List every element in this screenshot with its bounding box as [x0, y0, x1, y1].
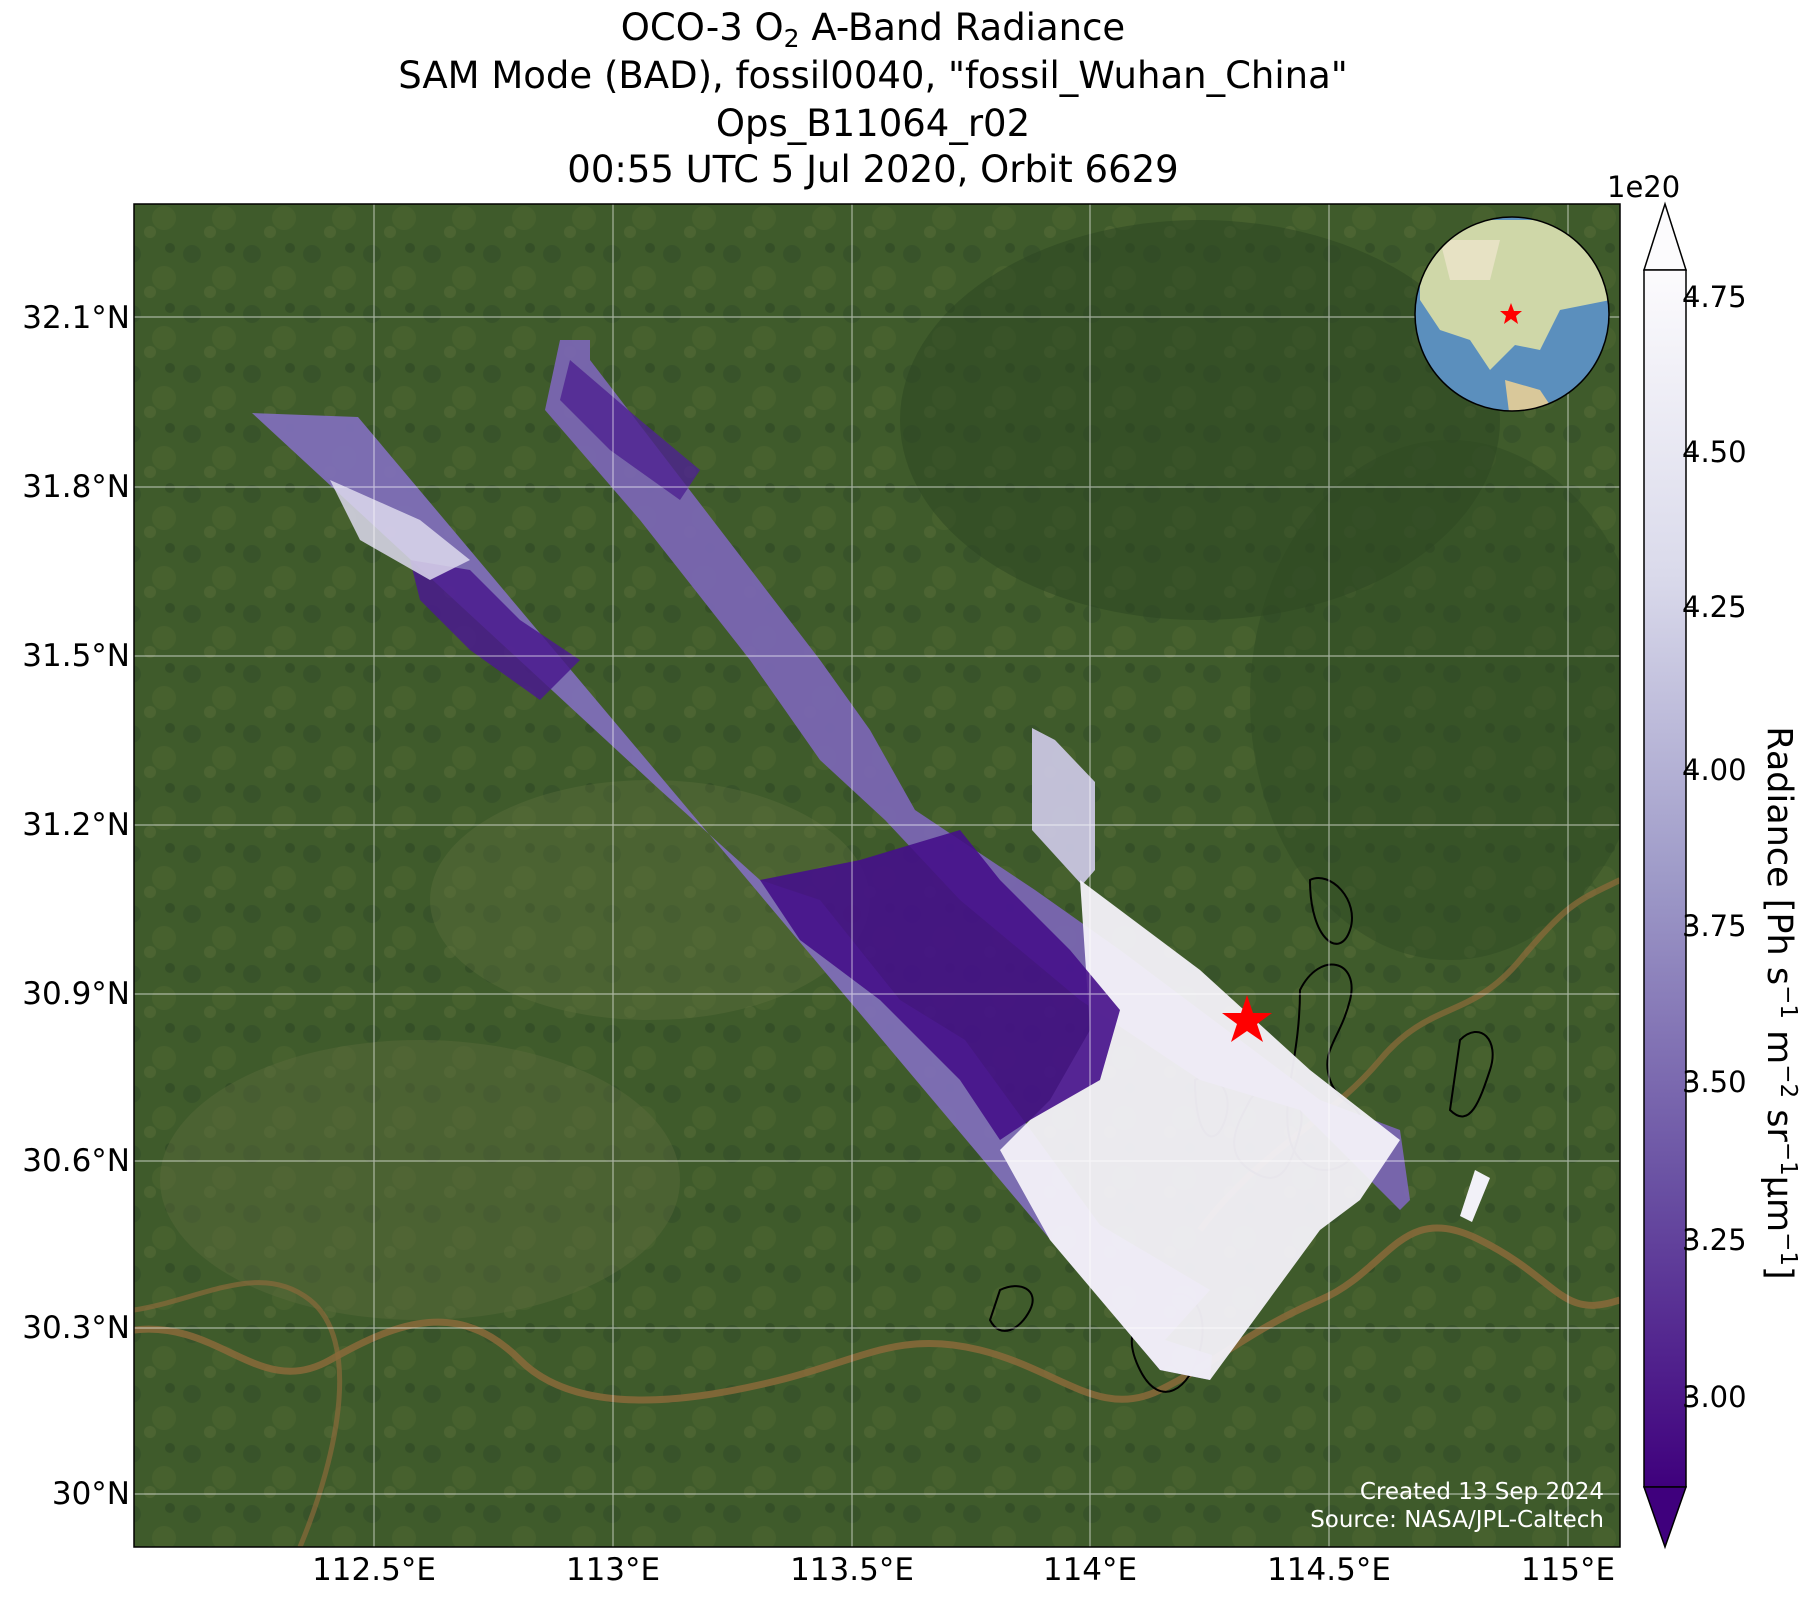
swath-1 [252, 413, 1212, 1380]
swath-dark-3 [560, 360, 700, 500]
colorbar-tick-label: 4.00 [1682, 753, 1747, 787]
lon-tick-label: 114.5°E [1267, 1552, 1391, 1588]
lon-tick-label: 115°E [1520, 1552, 1616, 1588]
colorbar-tick-label: 3.50 [1682, 1065, 1747, 1099]
lon-tick-label: 112.5°E [312, 1552, 436, 1588]
lat-tick-label: 30.6°N [22, 1143, 130, 1179]
colorbar-tick-label: 4.25 [1682, 590, 1747, 624]
colorbar-axis-label: Radiance [Ph s−1 m−2 sr−1μm−1] [1759, 726, 1801, 1279]
lon-tick-label: 114°E [1042, 1552, 1138, 1588]
created-date-credit: Created 13 Sep 2024 [1359, 1479, 1604, 1505]
label-sup: −1 [1774, 1232, 1801, 1267]
label-part: Radiance [Ph s [1759, 726, 1800, 986]
lat-tick-label: 32.1°N [22, 300, 130, 336]
label-part: ] [1759, 1266, 1800, 1280]
chart-title-line2: SAM Mode (BAD), fossil0040, "fossil_Wuha… [398, 54, 1348, 97]
satellite-basemap [134, 204, 1620, 1547]
colorbar [1642, 201, 1694, 1550]
lon-tick-label: 113°E [565, 1552, 661, 1588]
colorbar-tick-label: 3.25 [1682, 1223, 1747, 1257]
lat-tick-label: 30.3°N [22, 1310, 130, 1346]
title-suffix: A-Band Radiance [799, 6, 1126, 49]
swath-tail [1460, 1170, 1490, 1222]
label-sup: −1 [1774, 1141, 1801, 1176]
colorbar-tick-label: 3.00 [1682, 1380, 1747, 1414]
label-part: sr [1759, 1098, 1800, 1142]
swath-dark [760, 830, 1120, 1140]
source-credit: Source: NASA/JPL-Caltech [1310, 1507, 1604, 1533]
title-prefix: OCO-3 O [620, 6, 784, 49]
chart-title-line3: Ops_B11064_r02 [715, 102, 1031, 145]
target-star-marker [1222, 995, 1272, 1042]
chart-title-line1: OCO-3 O2 A-Band Radiance [0, 6, 1746, 61]
lat-tick-label: 31.2°N [22, 807, 130, 843]
swath-light [330, 480, 470, 580]
chart-title-line4: 00:55 UTC 5 Jul 2020, Orbit 6629 [567, 148, 1179, 191]
title-subscript: 2 [783, 24, 800, 53]
lat-tick-label: 30.9°N [22, 976, 130, 1012]
map-gridlines [134, 204, 1620, 1547]
label-sup: −2 [1774, 1064, 1801, 1099]
yangtze-river [134, 1224, 1620, 1404]
swath-dark-2 [410, 560, 580, 700]
inset-globe [1414, 216, 1610, 412]
colorbar-tick-label: 3.75 [1682, 909, 1747, 943]
swath-3 [1032, 728, 1095, 885]
label-part: μm [1759, 1175, 1800, 1233]
lat-tick-label: 31.8°N [22, 469, 130, 505]
lat-tick-label: 31.5°N [22, 638, 130, 674]
colorbar-multiplier: 1e20 [1607, 170, 1681, 204]
globe-target-star [1500, 303, 1522, 324]
lat-tick-label: 30°N [51, 1476, 130, 1512]
colorbar-tick-label: 4.50 [1682, 435, 1747, 469]
map-frame [133, 203, 1621, 1548]
label-sup: −1 [1774, 985, 1801, 1019]
colorbar-tick-label: 4.75 [1682, 280, 1747, 314]
lon-tick-label: 113.5°E [790, 1552, 914, 1588]
label-part: m [1759, 1018, 1800, 1065]
